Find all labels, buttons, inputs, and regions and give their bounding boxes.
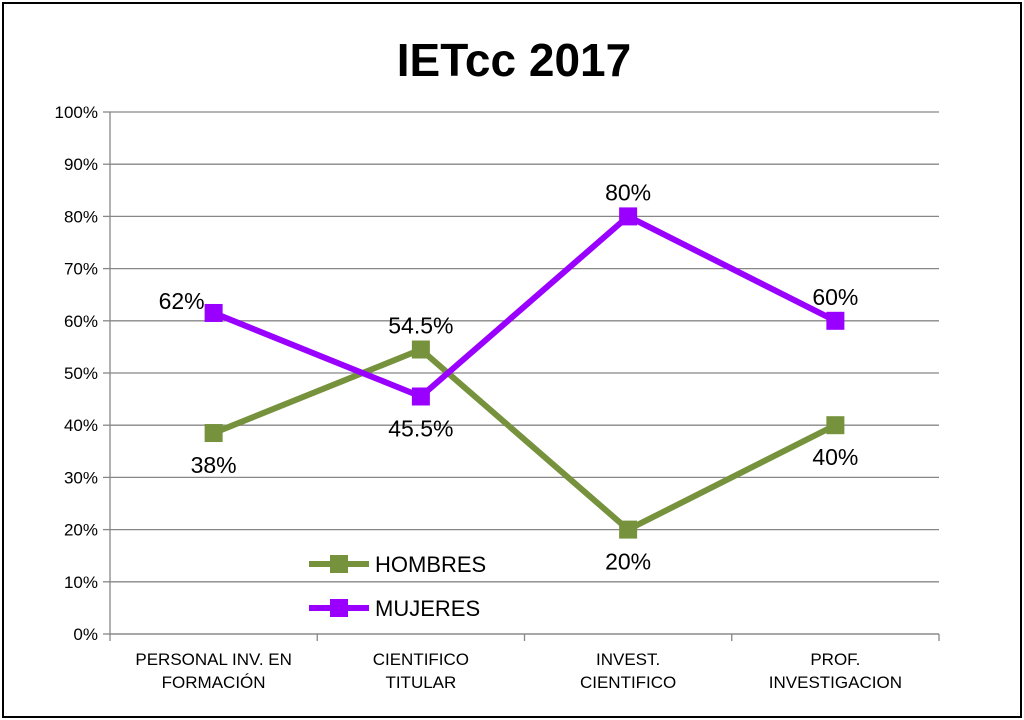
y-axis: 0% 10% 20% 30% 40% 50% 60% 70% 80% 90% 100% [55, 103, 111, 644]
data-point-marker [411, 340, 430, 359]
y-tick-label: 30% [64, 468, 98, 487]
y-tick-label: 60% [64, 312, 98, 331]
data-label: 60% [812, 284, 858, 310]
x-category-label: PERSONAL INV. EN FORMACIÓN [135, 650, 292, 692]
series-line [212, 213, 837, 400]
y-tick-label: 90% [64, 155, 98, 174]
data-point-marker [826, 311, 845, 330]
x-category-label: CIENTIFICO TITULAR [373, 650, 469, 692]
legend-swatch-marker [330, 599, 348, 617]
data-label: 45.5% [388, 415, 453, 441]
line-chart: IETcc 2017 0% 10% 20% 30% 40% 50% 60% 70% 80% 90%… [55, 34, 940, 692]
data-point-marker [204, 424, 223, 443]
y-tick-label: 40% [64, 416, 98, 435]
x-category-label-line: TITULAR [385, 673, 456, 692]
y-tick-label: 20% [64, 521, 98, 540]
series-group: 38% 54.5% 20% 40% 62% 45.5% 80% 60% [159, 179, 859, 574]
legend: HOMBRES MUJERES [309, 552, 486, 621]
legend-item-hombres: HOMBRES [309, 552, 486, 577]
y-tick-label: 80% [64, 207, 98, 226]
data-label: 20% [605, 549, 651, 575]
data-label: 38% [191, 452, 237, 478]
data-point-marker [204, 303, 223, 322]
legend-item-mujeres: MUJERES [309, 596, 480, 621]
x-category-label: PROF. INVESTIGACION [769, 650, 902, 692]
data-point-marker [411, 387, 430, 406]
y-tick-label: 70% [64, 260, 98, 279]
data-point-marker [619, 520, 638, 539]
legend-swatch-marker [330, 555, 348, 573]
y-tick-label: 100% [55, 103, 98, 122]
x-category-label-line: CIENTIFICO [373, 650, 469, 669]
series-line [212, 346, 837, 533]
data-label: 40% [812, 444, 858, 470]
series-hombres: 38% 54.5% 20% 40% [191, 313, 859, 575]
x-category-label-line: CIENTIFICO [580, 673, 676, 692]
y-tick-label: 0% [73, 625, 98, 644]
data-label: 80% [605, 179, 651, 205]
x-category-label-line: INVESTIGACION [769, 673, 902, 692]
series-mujeres: 62% 45.5% 80% 60% [159, 179, 859, 441]
x-category-label: INVEST. CIENTIFICO [580, 650, 676, 692]
data-label: 62% [159, 288, 205, 314]
data-label: 54.5% [388, 313, 453, 339]
data-point-marker [826, 416, 845, 435]
x-category-label-line: FORMACIÓN [162, 673, 266, 692]
chart-title: IETcc 2017 [397, 34, 631, 86]
x-category-label-line: INVEST. [596, 650, 660, 669]
legend-label: HOMBRES [375, 552, 486, 577]
data-point-marker [619, 207, 638, 226]
x-category-label-line: PROF. [810, 650, 860, 669]
legend-label: MUJERES [375, 596, 480, 621]
y-tick-label: 10% [64, 573, 98, 592]
x-axis: PERSONAL INV. EN FORMACIÓN CIENTIFICO TITUL… [109, 633, 940, 692]
gridlines [110, 111, 939, 635]
y-tick-label: 50% [64, 364, 98, 383]
x-category-label-line: PERSONAL INV. EN [135, 650, 292, 669]
